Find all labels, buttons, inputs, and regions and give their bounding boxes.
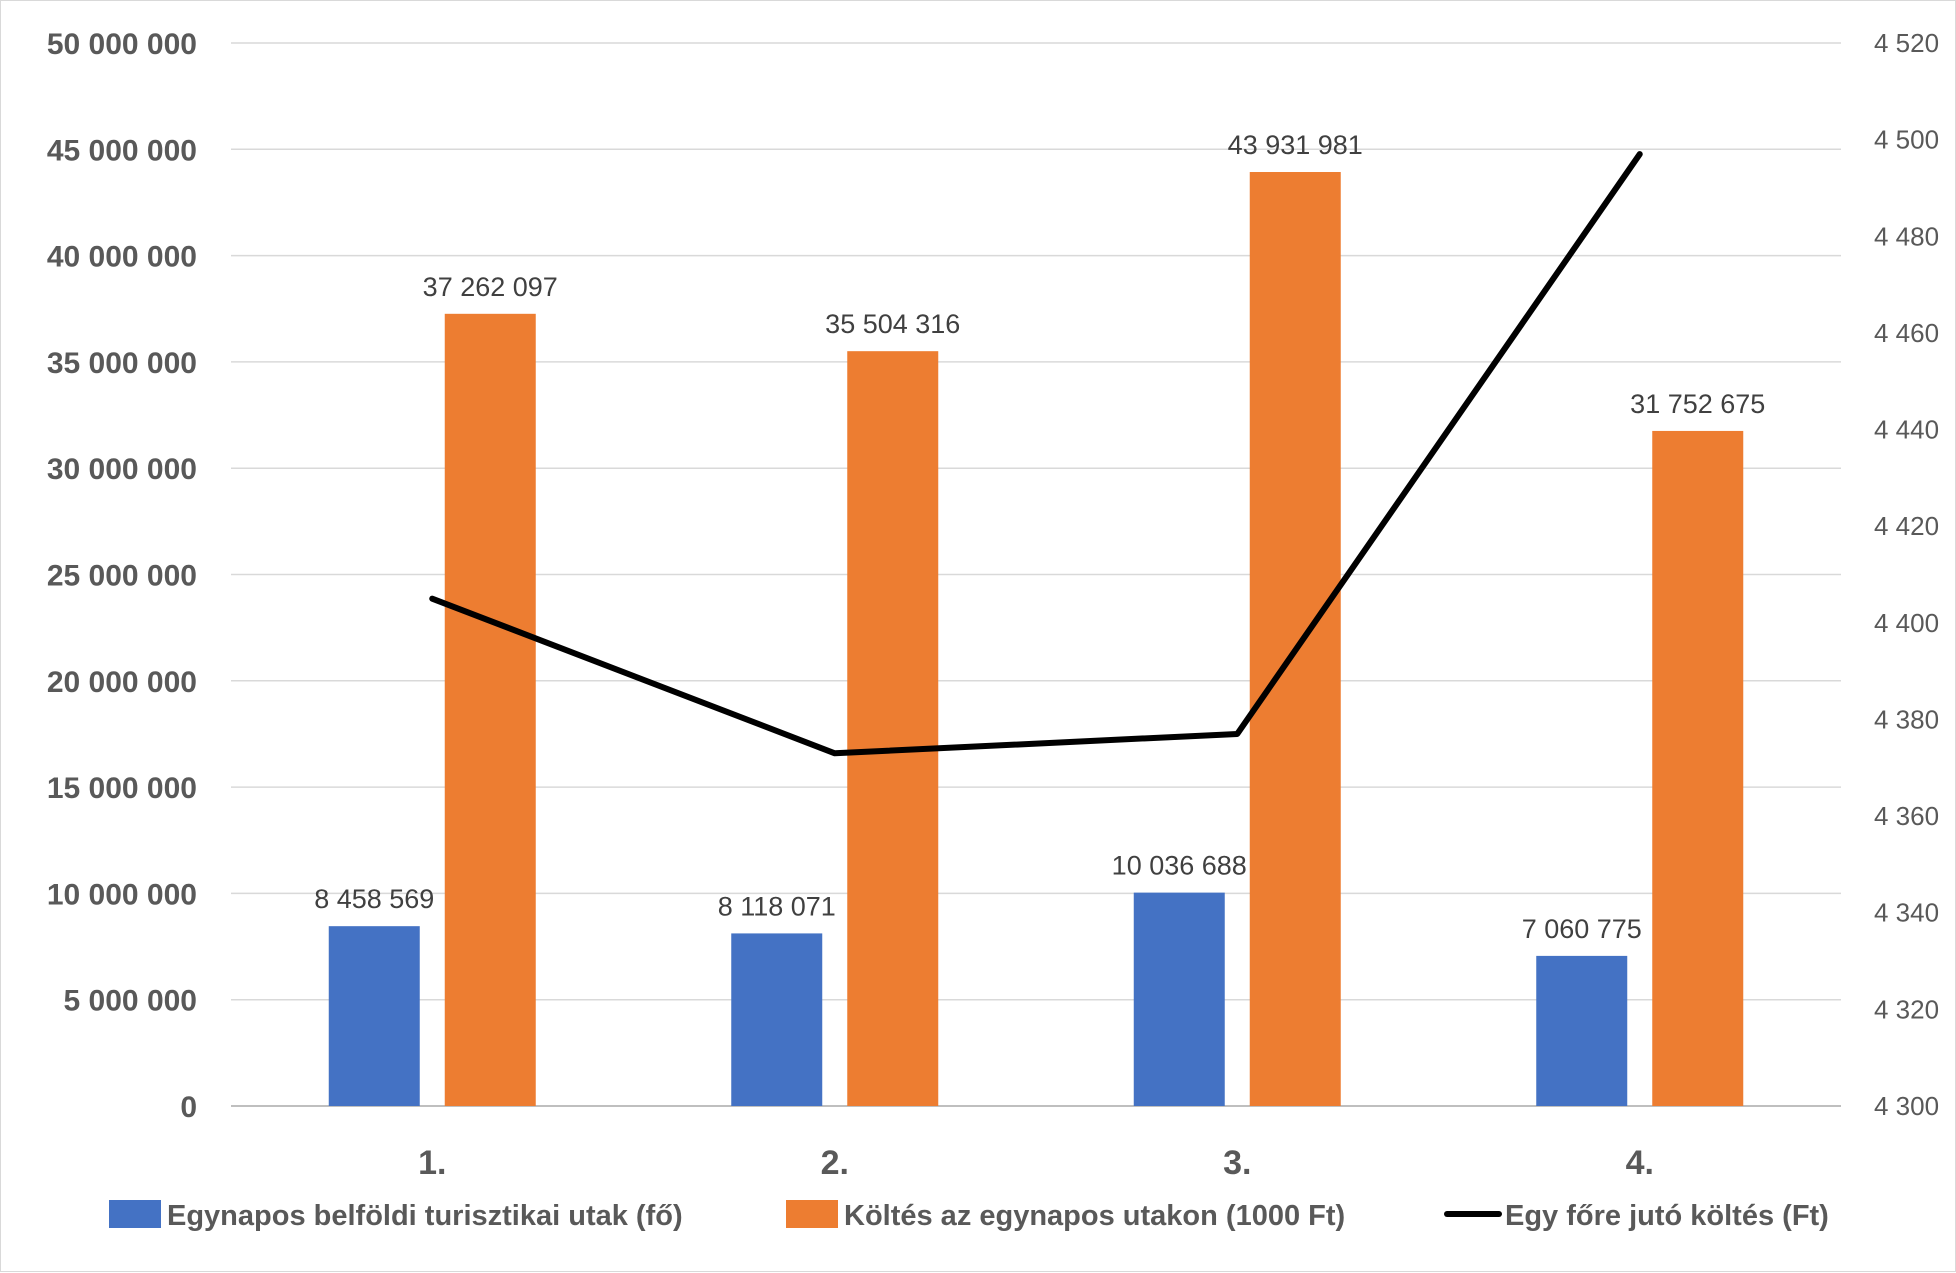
y-left-tick-label: 25 000 000: [47, 560, 197, 593]
y-left-tick-label: 30 000 000: [47, 453, 197, 486]
right-axis: 4 300 4 320 4 340 4 360 4 380 4 400 4 420 4 440…: [1874, 28, 1939, 1121]
data-label: 8 118 071: [718, 891, 836, 921]
legend-label: Költés az egynapos utakon (1000 Ft): [844, 1200, 1345, 1232]
x-tick-label: 4.: [1626, 1144, 1654, 1182]
y-right-tick-label: 4 500: [1874, 125, 1939, 155]
bar-spending: [1652, 430, 1744, 1107]
legend-label: Egy főre jutó költés (Ft): [1505, 1200, 1829, 1232]
y-right-tick-label: 4 460: [1874, 318, 1939, 348]
x-tick-label: 3.: [1223, 1144, 1251, 1182]
legend: Egynapos belföldi turisztikai utak (fő) K…: [109, 1200, 1829, 1232]
y-right-tick-label: 4 320: [1874, 994, 1939, 1024]
y-right-tick-label: 4 420: [1874, 511, 1939, 541]
y-left-tick-label: 35 000 000: [47, 347, 197, 380]
legend-swatch: [109, 1200, 161, 1228]
data-label: 10 036 688: [1112, 851, 1247, 881]
y-left-tick-label: 20 000 000: [47, 666, 197, 699]
y-right-tick-label: 4 380: [1874, 704, 1939, 734]
y-right-tick-label: 4 360: [1874, 801, 1939, 831]
y-left-tick-label: 50 000 000: [47, 28, 197, 61]
y-right-tick-label: 4 480: [1874, 221, 1939, 251]
data-label: 43 931 981: [1228, 130, 1363, 160]
data-label: 37 262 097: [423, 272, 558, 302]
data-label: 35 504 316: [825, 309, 960, 339]
bar-spending: [847, 351, 939, 1107]
bar-trips: [1536, 955, 1628, 1106]
bars: [328, 172, 1744, 1107]
data-labels: 8 458 569 8 118 071 10 036 688 7 060 775 37 …: [314, 130, 1765, 944]
y-right-tick-label: 4 440: [1874, 415, 1939, 445]
data-label: 7 060 775: [1522, 914, 1642, 944]
data-label: 8 458 569: [314, 884, 434, 914]
y-left-tick-label: 0: [180, 1091, 197, 1124]
x-tick-label: 2.: [821, 1144, 849, 1182]
legend-label: Egynapos belföldi turisztikai utak (fő): [167, 1200, 683, 1232]
bar-spending: [444, 313, 536, 1106]
y-left-tick-label: 40 000 000: [47, 241, 197, 274]
y-right-tick-label: 4 340: [1874, 898, 1939, 928]
bar-trips: [1133, 892, 1225, 1106]
y-right-tick-label: 4 520: [1874, 28, 1939, 58]
bar-trips: [328, 926, 420, 1106]
y-left-tick-label: 5 000 000: [64, 985, 197, 1018]
line-series: [429, 151, 1643, 757]
legend-swatch: [786, 1200, 838, 1228]
x-tick-label: 1.: [418, 1144, 446, 1182]
y-left-tick-label: 10 000 000: [47, 878, 197, 911]
y-left-tick-label: 45 000 000: [47, 134, 197, 167]
bar-trips: [731, 933, 823, 1106]
y-right-tick-label: 4 300: [1874, 1091, 1939, 1121]
left-axis: 0 5 000 000 10 000 000 15 000 000 20 000 000…: [47, 28, 197, 1124]
y-right-tick-label: 4 400: [1874, 608, 1939, 638]
data-label: 31 752 675: [1630, 389, 1765, 419]
line-per-capita-spending: [429, 151, 1643, 757]
y-left-tick-label: 15 000 000: [47, 772, 197, 805]
bar-spending: [1249, 172, 1341, 1106]
x-axis: 1. 2. 3. 4.: [418, 1144, 1654, 1182]
